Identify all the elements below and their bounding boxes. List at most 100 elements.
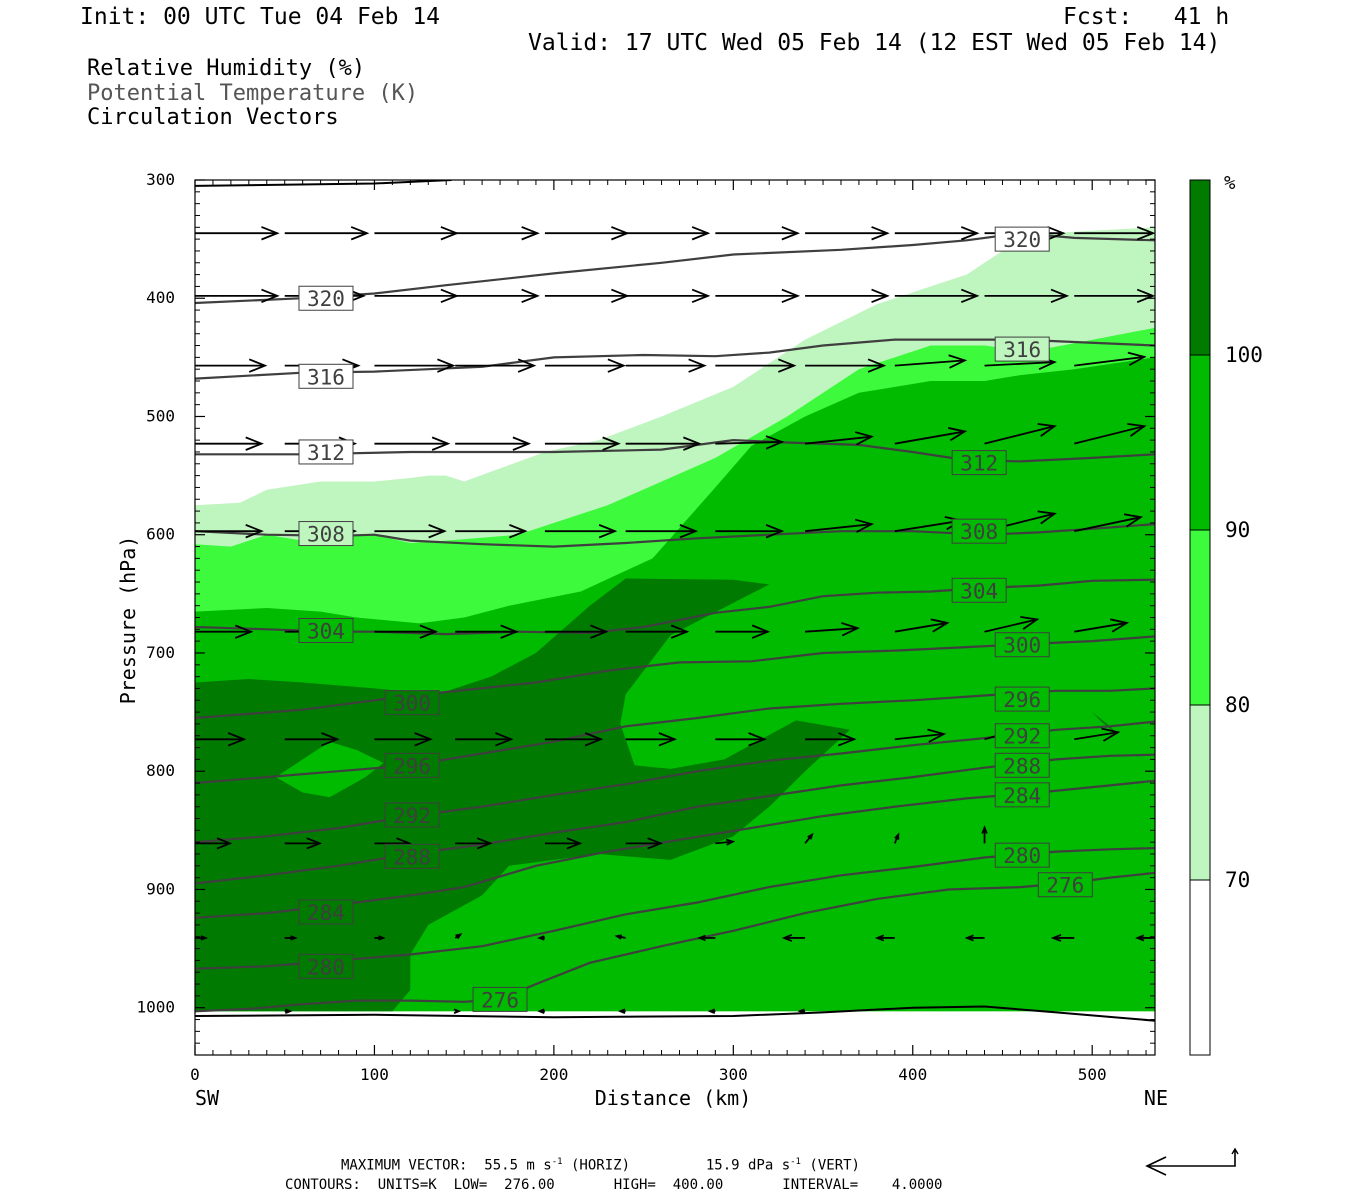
vector-head bbox=[751, 624, 771, 639]
circulation-vector-16 bbox=[625, 288, 711, 304]
vector-head bbox=[748, 732, 767, 747]
vector-head bbox=[350, 226, 370, 241]
circulation-vector-14 bbox=[455, 288, 540, 304]
theta-label-288-1: 288 bbox=[1003, 754, 1041, 778]
vector-head bbox=[378, 935, 386, 941]
legend-rh: Relative Humidity (%) bbox=[87, 56, 366, 81]
circulation-vector-70 bbox=[544, 732, 604, 747]
vector-head bbox=[707, 1008, 716, 1014]
vector-head bbox=[765, 524, 785, 539]
vector-head bbox=[500, 624, 519, 639]
circulation-vector-17 bbox=[715, 288, 801, 304]
theta-label-box-300-1 bbox=[994, 632, 1050, 658]
vector-head bbox=[960, 288, 980, 304]
vector-head bbox=[306, 837, 323, 850]
theta-label-308-0: 308 bbox=[307, 523, 345, 547]
circulation-vector-72 bbox=[715, 732, 767, 747]
x-end-label-right: NE bbox=[1144, 1086, 1168, 1110]
vector-head bbox=[521, 288, 540, 304]
circulation-vector-57 bbox=[374, 624, 439, 639]
theta-label-box-312-0 bbox=[298, 439, 354, 465]
vector-head bbox=[807, 832, 814, 840]
theta-label-box-292-0 bbox=[384, 802, 440, 828]
vector-shaft bbox=[984, 425, 1055, 445]
circulation-vector-97 bbox=[1050, 933, 1075, 942]
y-tick-label: 300 bbox=[146, 170, 175, 189]
vector-head bbox=[200, 935, 208, 941]
colorbar-label-100: 100 bbox=[1225, 343, 1263, 367]
theta-label-box-316-1 bbox=[994, 336, 1050, 362]
circulation-vector-2 bbox=[374, 226, 460, 241]
circulation-vector-41 bbox=[894, 427, 968, 445]
vector-head bbox=[590, 624, 609, 639]
reference-vertical-arrowhead bbox=[1231, 1147, 1239, 1155]
x-tick-label: 0 bbox=[190, 1065, 200, 1084]
vector-head bbox=[1037, 510, 1057, 525]
circulation-vector-65 bbox=[1074, 618, 1130, 633]
vector-head bbox=[455, 933, 463, 940]
theta-label-284-1: 284 bbox=[1003, 784, 1041, 808]
vector-head bbox=[778, 358, 797, 373]
circulation-vector-1 bbox=[284, 226, 370, 241]
circulation-vector-105 bbox=[797, 1008, 806, 1014]
vector-head bbox=[431, 436, 451, 451]
vector-head bbox=[1050, 933, 1062, 942]
circulation-vector-37 bbox=[544, 436, 621, 451]
vector-head bbox=[453, 1008, 462, 1014]
vector-head bbox=[1050, 288, 1070, 304]
theta-label-box-296-1 bbox=[994, 686, 1050, 712]
theta-label-296-0: 296 bbox=[393, 754, 431, 778]
theta-label-box-276-1 bbox=[1037, 872, 1093, 898]
legend-theta: Potential Temperature (K) bbox=[87, 81, 419, 106]
circulation-vector-20 bbox=[984, 288, 1070, 304]
circulation-vector-95 bbox=[874, 934, 895, 942]
vector-head bbox=[248, 358, 268, 373]
theta-label-280-1: 280 bbox=[1003, 844, 1041, 868]
top-boundary-line bbox=[195, 180, 452, 187]
vector-head bbox=[1127, 351, 1147, 366]
colorbar-label-80: 80 bbox=[1225, 693, 1250, 717]
theta-label-300-1: 300 bbox=[1003, 634, 1041, 658]
vector-head bbox=[584, 732, 604, 747]
circulation-vector-46 bbox=[374, 524, 447, 539]
vector-head bbox=[781, 288, 801, 304]
theta-label-box-304-0 bbox=[298, 618, 354, 644]
theta-label-304-0: 304 bbox=[307, 620, 345, 644]
vector-head bbox=[964, 934, 974, 942]
circulation-vector-86 bbox=[981, 825, 988, 844]
circulation-vector-64 bbox=[984, 615, 1040, 633]
x-axis-title: Distance (km) bbox=[595, 1086, 752, 1110]
vector-head bbox=[930, 618, 950, 633]
vector-shaft bbox=[804, 523, 872, 533]
circulation-vector-32 bbox=[1074, 351, 1147, 367]
circulation-vector-48 bbox=[544, 524, 618, 539]
vector-head bbox=[234, 624, 254, 639]
circulation-vector-74 bbox=[894, 728, 947, 743]
vector-head bbox=[854, 518, 875, 533]
circulation-vector-92 bbox=[614, 934, 626, 940]
theta-label-292-0: 292 bbox=[393, 804, 431, 828]
y-tick-label: 1000 bbox=[136, 998, 175, 1017]
vector-shaft bbox=[715, 840, 733, 845]
reference-vector-shafts bbox=[1147, 1150, 1236, 1167]
colorbar-label-70: 70 bbox=[1225, 868, 1250, 892]
circulation-vector-27 bbox=[625, 358, 707, 373]
vector-shaft bbox=[1074, 425, 1145, 445]
y-tick-label: 500 bbox=[146, 406, 175, 425]
vector-head bbox=[981, 825, 988, 834]
rh-fill-100-5 bbox=[1092, 712, 1120, 736]
vector-head bbox=[1020, 615, 1040, 630]
theta-label-box-276-0 bbox=[472, 986, 528, 1012]
vector-head bbox=[1136, 226, 1155, 241]
circulation-vector-50 bbox=[715, 524, 785, 539]
vector-head bbox=[1037, 423, 1057, 437]
circulation-vector-10 bbox=[1074, 226, 1155, 241]
colorbar-label-90: 90 bbox=[1225, 518, 1250, 542]
circulation-vector-47 bbox=[455, 524, 528, 539]
vector-head bbox=[691, 288, 711, 304]
y-tick-label: 600 bbox=[146, 525, 175, 544]
circulation-vector-33 bbox=[195, 436, 264, 451]
vector-head bbox=[781, 226, 801, 241]
vector-head bbox=[428, 524, 447, 539]
vector-head bbox=[894, 832, 900, 840]
